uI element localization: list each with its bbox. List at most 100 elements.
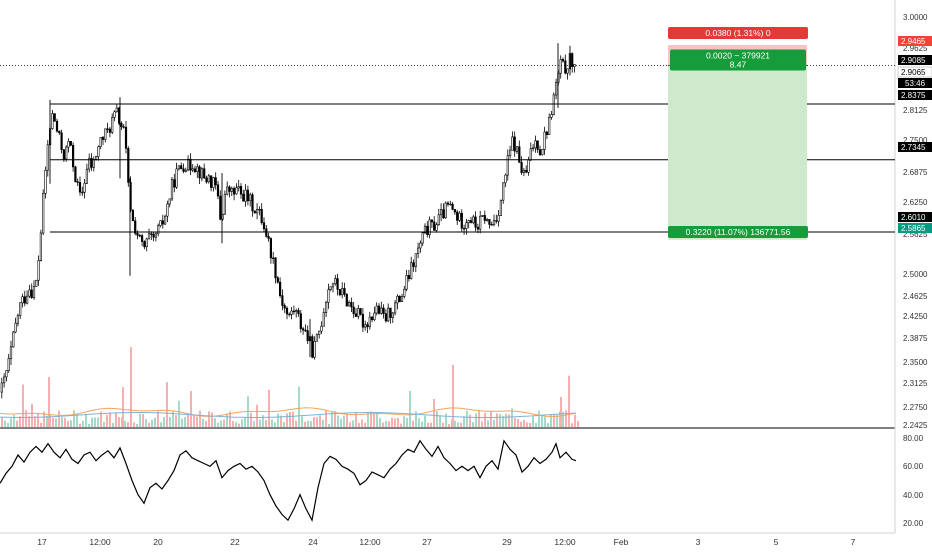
volume-bar	[406, 418, 408, 427]
volume-bar	[112, 422, 114, 427]
volume-bar	[133, 422, 135, 427]
volume-bar	[61, 417, 63, 427]
volume-bar	[475, 413, 477, 427]
volume-bar	[268, 389, 270, 427]
candle-body	[237, 186, 240, 189]
volume-bar	[85, 413, 87, 427]
volume-bar	[508, 414, 510, 427]
volume-bar	[241, 419, 243, 427]
volume-bar	[553, 414, 555, 427]
volume-bar	[397, 417, 399, 427]
candle-body	[55, 121, 59, 132]
x-tick-label: 12:00	[89, 537, 111, 547]
candle-body	[292, 310, 296, 313]
x-tick-label: 24	[308, 537, 318, 547]
candle-body	[101, 137, 105, 140]
candle-body	[244, 189, 247, 202]
candle-body	[161, 220, 164, 225]
candle-body	[76, 181, 79, 183]
price-tag	[898, 90, 932, 100]
candle-body	[21, 296, 24, 304]
volume-bar	[562, 411, 564, 427]
volume-bar	[187, 413, 189, 427]
volume-bar	[64, 417, 66, 427]
volume-bar	[478, 410, 480, 427]
candle-body	[147, 233, 151, 240]
volume-bar	[517, 419, 519, 427]
volume-bar	[418, 418, 420, 427]
volume-bar	[442, 422, 444, 427]
volume-bar	[106, 414, 108, 427]
candle-body	[531, 147, 535, 149]
volume-bar	[145, 419, 147, 427]
candle-body	[428, 219, 431, 235]
candle-body	[182, 168, 185, 172]
candle-body	[474, 216, 477, 228]
volume-bar	[574, 414, 576, 427]
volume-bar	[310, 421, 312, 427]
candle-body	[14, 322, 17, 333]
candle-body	[74, 166, 77, 183]
volume-bar	[292, 411, 294, 427]
volume-bar	[226, 413, 228, 427]
candle-body	[7, 358, 10, 372]
volume-bar	[493, 419, 495, 427]
volume-bar	[1, 417, 3, 427]
candle-body	[124, 126, 128, 149]
volume-bar	[154, 417, 156, 427]
price-tag-label: 2.6010	[901, 213, 926, 222]
volume-bar	[232, 420, 234, 427]
candle-body	[566, 68, 569, 74]
volume-bar	[127, 422, 129, 427]
candle-body	[226, 186, 229, 195]
candle-body	[198, 166, 201, 179]
volume-bar	[466, 410, 468, 427]
candle-body	[189, 158, 192, 171]
volume-bar	[151, 419, 153, 427]
candle-body	[313, 340, 316, 358]
volume-bar	[40, 422, 42, 427]
candle-body	[39, 232, 42, 261]
candle-body	[157, 225, 160, 235]
volume-bar	[298, 386, 300, 427]
volume-bar	[403, 416, 405, 427]
candle-body	[99, 137, 102, 147]
volume-bar	[565, 410, 567, 427]
price-tag	[898, 223, 932, 233]
volume-bar	[283, 422, 285, 427]
candle-body	[58, 130, 61, 134]
candle-body	[0, 382, 3, 393]
candle-body	[28, 289, 31, 297]
volume-bar	[253, 421, 255, 427]
volume-bar	[364, 422, 366, 427]
volume-bar	[19, 416, 21, 427]
volume-bar	[160, 422, 162, 427]
volume-bar	[436, 411, 438, 427]
volume-bar	[31, 403, 33, 427]
candle-body	[210, 175, 213, 188]
x-tick-label: 7	[851, 537, 856, 547]
volume-bar	[217, 422, 219, 427]
volume-bar	[55, 418, 57, 427]
candle-body	[90, 157, 93, 168]
candle-body	[67, 141, 70, 148]
volume-bar	[274, 422, 276, 427]
candle-body	[283, 305, 286, 309]
candle-body	[122, 126, 125, 128]
candle-body	[184, 169, 187, 172]
volume-bar	[52, 417, 54, 427]
volume-bar	[385, 420, 387, 427]
countdown-tag	[898, 78, 932, 88]
candle-body	[536, 140, 539, 150]
y-tick-label: 3.0000	[903, 13, 928, 22]
volume-bar	[7, 422, 9, 427]
candle-body	[361, 313, 365, 328]
volume-bar	[199, 410, 201, 427]
volume-bar	[265, 420, 267, 427]
candle-body	[212, 177, 215, 188]
candle-body	[88, 157, 91, 170]
volume-bar	[556, 414, 558, 427]
volume-bar	[409, 390, 411, 427]
candle-body	[5, 370, 8, 378]
